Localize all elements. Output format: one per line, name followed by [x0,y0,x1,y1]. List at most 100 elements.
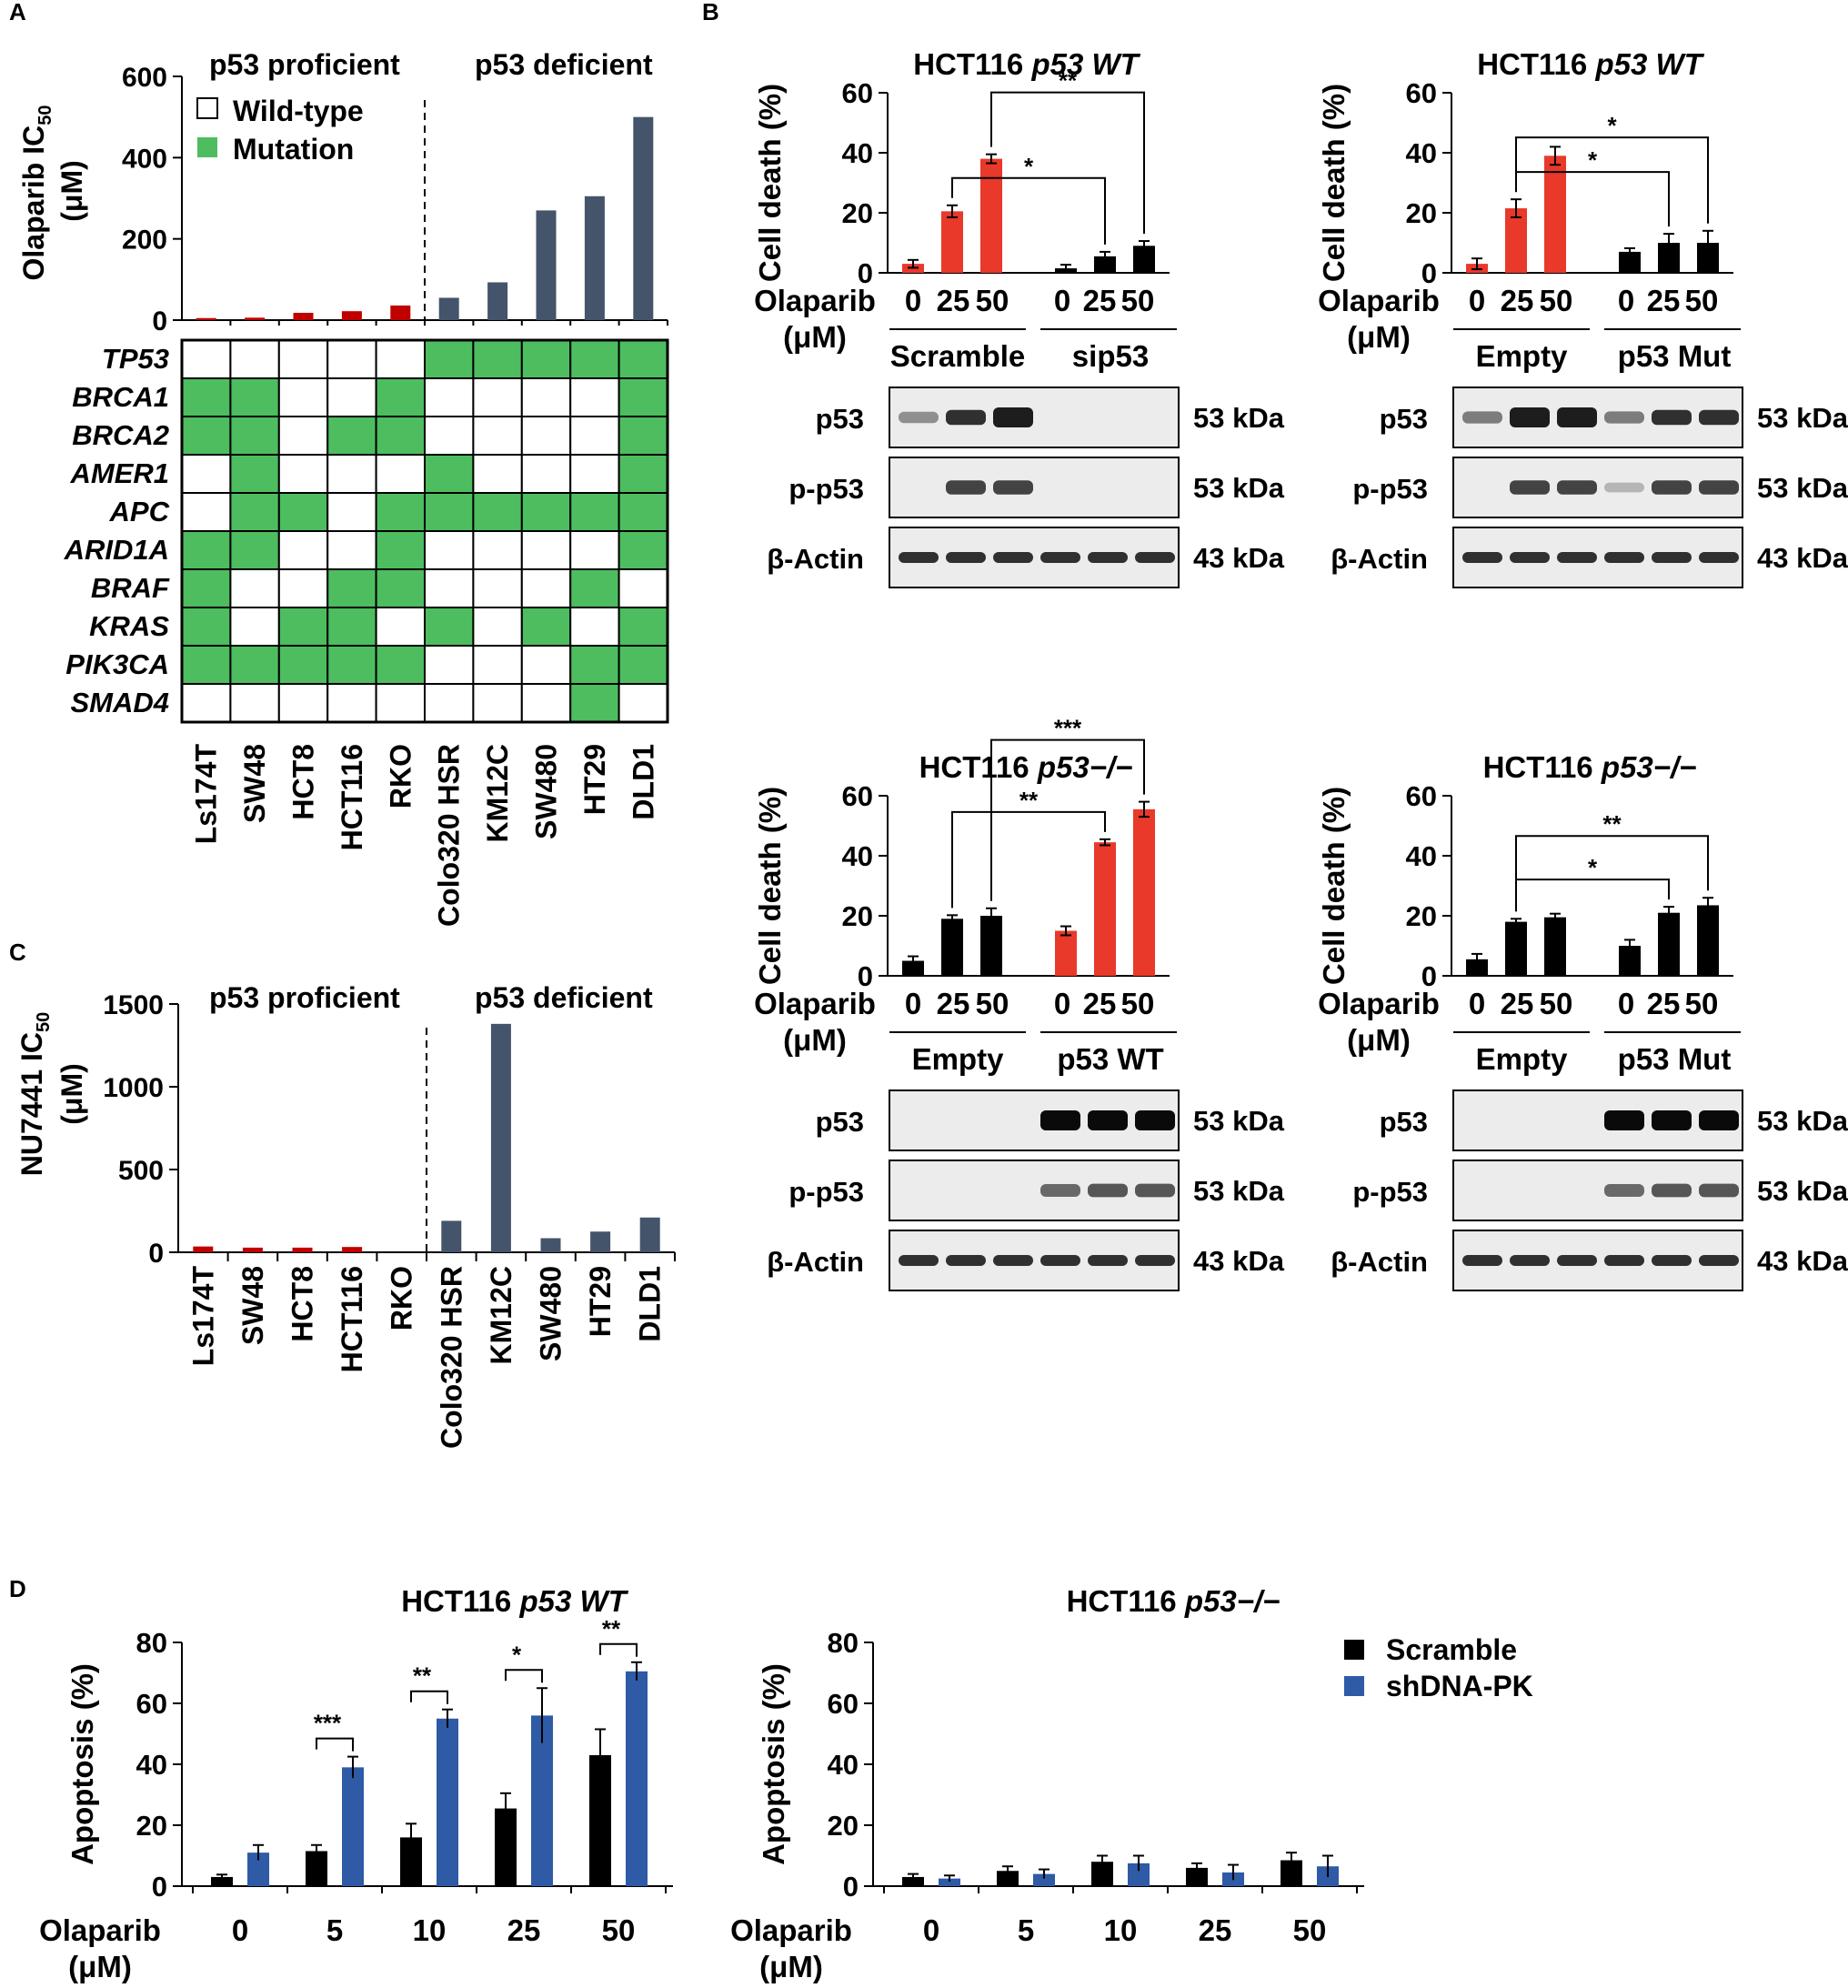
d-legend-scramble-swatch [1344,1640,1364,1660]
panel-b4-bar-4 [1658,912,1680,976]
panel-d1-bar-shDNA-PK-10 [437,1718,458,1886]
panel-b3-x-label-1: 25 [937,987,970,1020]
panel-d1-x-label-3: 25 [507,1913,541,1947]
heatmap-cell-AMER1-DLD1 [618,454,668,494]
heatmap-cell-TP53-HT29 [569,339,620,379]
panel-b4-x-label-0: 0 [1469,987,1485,1020]
heatmap-cell-KRAS-Colo320 HSR [424,607,475,647]
heatmap-cell-AMER1-SW48 [229,454,280,494]
heatmap-cell-SMAD4-RKO [375,683,427,723]
panel-b1-y-tick-label-3: 60 [842,77,873,109]
heatmap-cell-ARID1A-RKO [375,530,427,570]
heatmap-cell-AMER1-HCT8 [277,454,329,494]
heatmap-cell-BRAF-DLD1 [618,568,668,608]
panel-c-x-label-HCT116: HCT116 [336,1266,368,1372]
panel-b1-y-tick-label-1: 20 [842,197,873,229]
panel-b4-blot-kda-1: 53 kDa [1757,1175,1848,1207]
panel-d1-sig-label-3: * [512,1641,522,1668]
panel-b4-xlabel-unit: (μM) [1347,1023,1411,1057]
panel-b2-y-tick-label-2: 40 [1406,137,1437,169]
panel-c-ylabel-unit: (μM) [55,1063,88,1125]
panel-b4-bar-0 [1466,959,1488,976]
panel-b3-bar-2 [980,916,1002,976]
legend-mutation-swatch [197,137,217,157]
panel-b2-group-label-1: Empty [1476,339,1569,373]
heatmap-cell-BRAF-KM12C [472,568,523,608]
panel-c-y-tick-label-0: 0 [148,1239,164,1269]
panel-b4-blot-band-2-1 [1510,1255,1550,1266]
panel-b1-xlabel-unit: (μM) [783,320,847,354]
panel-b1-title: HCT116 p53 WT [913,47,1140,81]
panel-b2-blot-band-2-5 [1699,552,1739,563]
panel-c-y-tick-label-3: 1500 [103,990,164,1020]
panel-b4-y-tick-label-2: 40 [1406,840,1437,872]
heatmap-cell-SMAD4-HT29 [569,683,620,723]
heatmap-cell-KRAS-SW480 [520,607,572,647]
panel-label-d: D [9,1575,26,1602]
panel-b1-blot-band-2-1 [946,552,986,563]
panel-b3-blot-band-2-3 [1040,1255,1080,1266]
heatmap-cell-APC-HT29 [569,492,620,532]
panel-b3-title: HCT116 p53−/− [919,750,1133,784]
panel-b2-bar-1 [1505,208,1527,273]
panel-a-bar-HCT8 [293,312,314,320]
panel-b3-blot-band-0-5 [1135,1110,1175,1130]
heatmap-col-label-RKO: RKO [384,744,417,808]
heatmap-cell-BRCA1-SW48 [229,377,280,417]
heatmap-cell-PIK3CA-DLD1 [618,645,668,685]
heatmap-cell-BRAF-Colo320 HSR [424,568,475,608]
panel-b3-title-italic: p53−/− [1037,750,1133,784]
heatmap-cell-BRCA2-SW48 [229,416,280,456]
panel-b1-y-tick-label-2: 40 [842,137,873,169]
panel-b3-blot-band-1-3 [1040,1184,1080,1197]
panel-b3-blot-kda-1: 53 kDa [1193,1175,1285,1207]
panel-b1-bar-1 [941,211,963,273]
panel-b1-blot-box-1 [889,457,1180,518]
panel-d1-bar-Scramble-0 [211,1876,233,1886]
panel-a-bar-RKO [390,305,411,320]
panel-b1-x-label-0: 0 [905,284,921,317]
panel-c-x-label-RKO: RKO [386,1266,418,1330]
heatmap-col-label-Colo320 HSR: Colo320 HSR [433,744,466,927]
panel-b3-x-label-5: 50 [1121,987,1155,1020]
panel-b2-blot-band-2-4 [1652,552,1692,563]
heatmap-cell-AMER1-Ls174T [181,454,232,494]
panel-b2-blot-band-0-5 [1699,409,1739,426]
panel-b1-x-label-4: 25 [1083,284,1117,317]
panel-a-y-tick-label-0: 0 [152,306,167,336]
heatmap-cell-APC-Colo320 HSR [424,492,475,532]
panel-c-x-label-Colo320 HSR: Colo320 HSR [435,1266,467,1449]
panel-c-x-label-SW480: SW480 [535,1266,567,1361]
panel-b3-bar-3 [1055,930,1077,976]
heatmap-cell-KRAS-HCT8 [277,607,329,647]
panel-b3-blot-label-0: p53 [816,1106,864,1138]
panel-d2-title-italic: p53−/− [1184,1584,1281,1618]
panel-c-bar-HCT8 [292,1247,313,1252]
panel-b1-sig-label-0: * [1024,153,1034,180]
heatmap-cell-BRCA2-RKO [375,416,427,456]
panel-b3-bar-5 [1133,808,1155,976]
panel-b1-blot-band-2-2 [993,552,1033,563]
panel-b3-y-tick-label-3: 60 [842,780,873,812]
panel-a-proficient-label: p53 proficient [209,48,400,81]
panel-b3-blot-box-1 [889,1160,1180,1221]
panel-b2-blot-kda-2: 43 kDa [1757,542,1848,574]
panel-label-b: B [702,0,719,25]
panel-b3-bar-1 [941,919,963,976]
panel-b2-x-label-2: 50 [1540,284,1573,317]
panel-b4-blot-label-1: p-p53 [1352,1176,1428,1208]
panel-b3-blot-band-2-0 [899,1255,939,1266]
panel-d1-sig-bracket-3 [505,1669,543,1683]
heatmap-cell-BRCA2-SW480 [520,416,572,456]
panel-b4-group-label-2: p53 Mut [1618,1042,1732,1076]
d-legend-shdnapk-label: shDNA-PK [1386,1670,1533,1702]
legend-mutation-label: Mutation [233,133,354,166]
panel-d1-bar-shDNA-PK-50 [626,1671,648,1886]
panel-c-bar-HT29 [590,1231,611,1252]
panel-a-bar-HT29 [584,196,605,320]
panel-d2-y-tick-label-3: 60 [828,1688,859,1720]
panel-d1-sig-label-4: ** [602,1615,621,1642]
panel-a-bar-KM12C [487,282,508,320]
heatmap-row-label-KRAS: KRAS [89,610,169,642]
